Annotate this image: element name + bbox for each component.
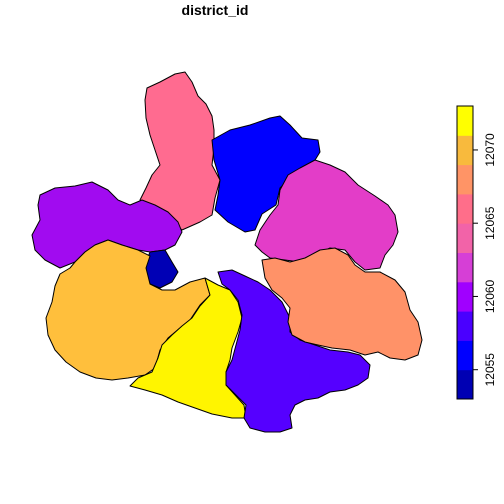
legend-band (457, 193, 473, 224)
region-north-west[interactable] (139, 71, 221, 231)
legend-band (457, 252, 473, 283)
region-east[interactable] (261, 247, 423, 361)
legend-band (457, 369, 473, 400)
legend-band (457, 135, 473, 166)
legend-tick-label: 12065 (483, 206, 497, 240)
legend-band (457, 281, 473, 312)
color-legend: 12055 12060 12065 12070 (456, 105, 497, 400)
region-south[interactable] (129, 277, 247, 419)
legend-tick-label: 12060 (483, 279, 497, 313)
legend-tick-label: 12055 (483, 353, 497, 387)
legend-band (457, 311, 473, 341)
region-north-east[interactable] (254, 159, 399, 271)
legend-tick-label: 12070 (483, 133, 497, 167)
legend-axis: 12055 12060 12065 12070 (473, 133, 497, 386)
legend-frame (456, 105, 474, 400)
legend-band (457, 223, 473, 253)
legend-band (457, 106, 473, 136)
legend-band (457, 164, 473, 195)
legend-band (457, 340, 473, 371)
legend-color-bar (457, 106, 473, 400)
map-title: district_id (181, 2, 249, 18)
